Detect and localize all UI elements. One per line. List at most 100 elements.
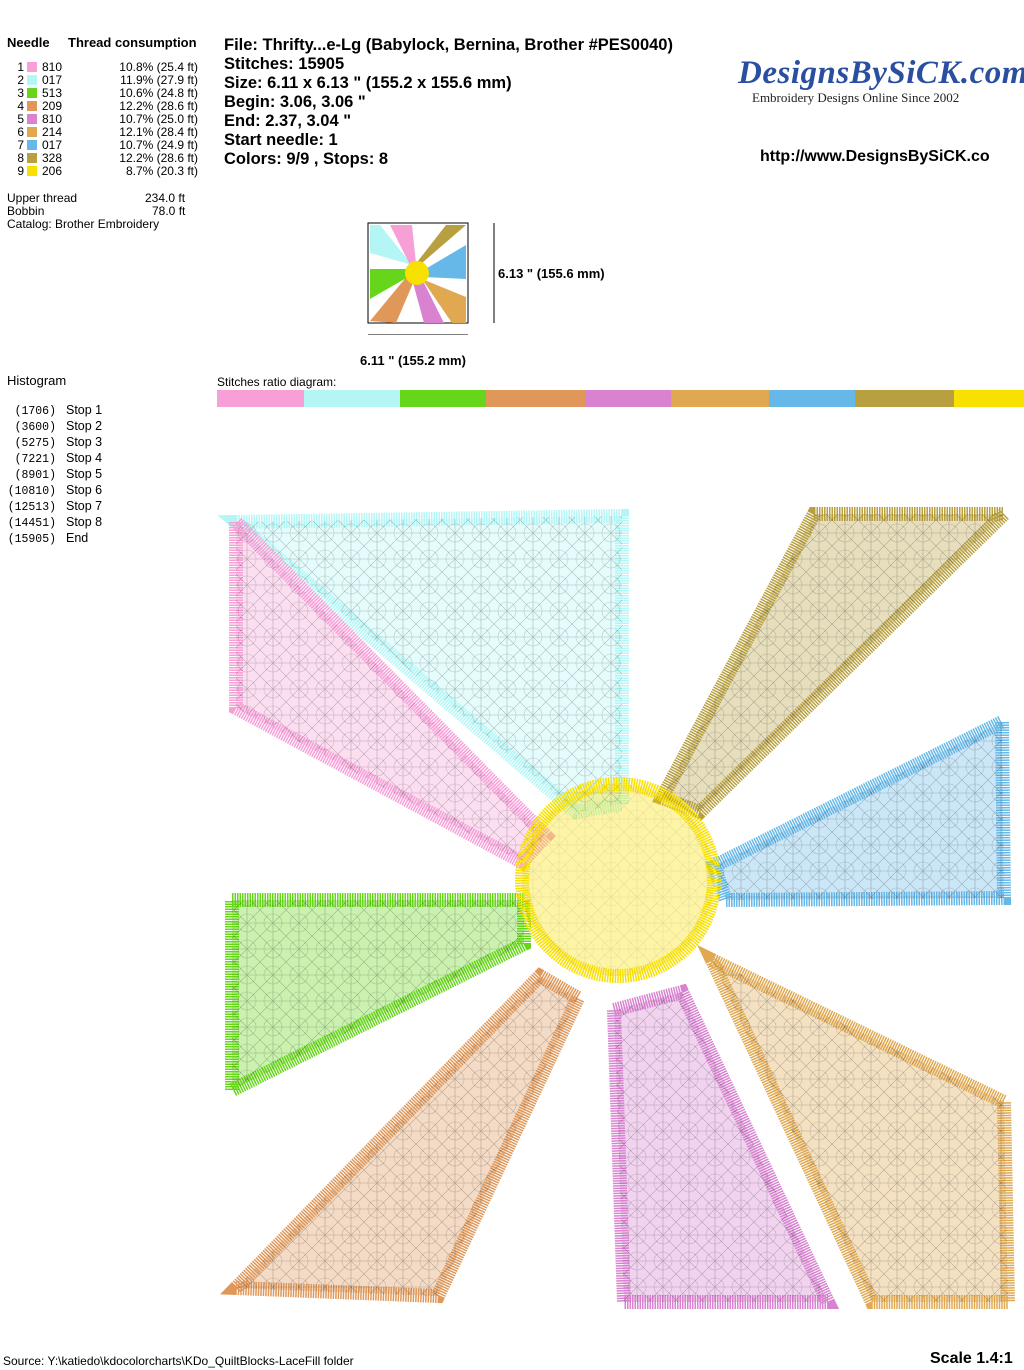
thread-consumption: 12.2% (28.6 ft): [119, 151, 198, 165]
petal-shape: [712, 960, 1008, 1302]
file-name: File: Thrifty...e-Lg (Babylock, Bernina,…: [224, 36, 673, 54]
stop-label: Stop 5: [66, 467, 103, 481]
needle-number: 4: [17, 99, 24, 113]
center-circle: [522, 784, 714, 976]
thread-consumption: 10.7% (25.0 ft): [119, 112, 198, 126]
ratio-segment: [486, 390, 585, 407]
color-swatch: [27, 75, 37, 85]
histogram-row: (5275) Stop 3: [0, 435, 103, 451]
needle-row: 3 513 10.6% (24.8 ft): [0, 87, 210, 100]
stitch-count: (14451): [7, 517, 56, 530]
histogram-row: (7221) Stop 4: [0, 451, 103, 467]
petal-shape: [662, 514, 1004, 812]
design-thumbnail: [367, 222, 495, 335]
design-info: File: Thrifty...e-Lg (Babylock, Bernina,…: [224, 36, 673, 169]
needle-row: 4 209 12.2% (28.6 ft): [0, 100, 210, 113]
stop-label: Stop 4: [66, 451, 103, 465]
histogram-row: (8901) Stop 5: [0, 467, 103, 483]
histogram-list: (1706) Stop 1 (3600) Stop 2 (5275) Stop 3 (722…: [0, 403, 102, 547]
histogram-row: (10810) Stop 6: [0, 483, 102, 499]
ratio-segment: [855, 390, 954, 407]
ratio-segment: [953, 390, 1024, 407]
stitch-count: (12513): [7, 501, 56, 514]
color-swatch: [27, 166, 37, 176]
histogram-row: (3600) Stop 2: [0, 419, 103, 435]
color-swatch: [27, 153, 37, 163]
needle-number: 9: [17, 164, 24, 178]
start-needle: Start needle: 1: [224, 131, 338, 149]
needle-number: 2: [17, 73, 24, 87]
color-swatch: [27, 88, 37, 98]
needle-number: 8: [17, 151, 24, 165]
histogram-row: (1706) Stop 1: [0, 403, 103, 419]
consumption-header: Thread consumption: [68, 35, 197, 50]
petal-shape: [236, 516, 622, 812]
stop-label: Stop 3: [66, 435, 103, 449]
needle-row: 9 206 8.7% (20.3 ft): [0, 165, 210, 178]
needle-row: 2 017 11.9% (27.9 ft): [0, 74, 210, 87]
color-swatch: [27, 101, 37, 111]
petal-shape: [232, 900, 524, 1090]
color-swatch: [27, 140, 37, 150]
needle-header: Needle: [7, 35, 50, 50]
upper-thread-label: Upper thread: [7, 191, 78, 205]
ratio-segment: [304, 390, 401, 407]
histogram-row: (14451) Stop 8: [0, 515, 102, 531]
ratio-segment: [670, 390, 769, 407]
website-url[interactable]: http://www.DesignsBySiCK.co: [760, 148, 990, 165]
needle-row: 6 214 12.1% (28.4 ft): [0, 126, 210, 139]
stitch-count: (1706): [14, 405, 56, 418]
petal-shape: [614, 992, 828, 1302]
thread-consumption: 10.6% (24.8 ft): [119, 86, 198, 100]
ratio-title: Stitches ratio diagram:: [217, 375, 337, 389]
height-label: 6.13 " (155.6 mm): [498, 266, 605, 281]
stitch-count: (8901): [14, 469, 56, 482]
thread-consumption: 11.9% (27.9 ft): [120, 73, 198, 87]
thread-consumption: 12.2% (28.6 ft): [119, 99, 198, 113]
histogram-row: (12513) Stop 7: [0, 499, 102, 515]
stitch-count: (5275): [14, 437, 56, 450]
histogram-row: (15905) End: [0, 531, 102, 547]
end: End: 2.37, 3.04 ": [224, 112, 352, 130]
width-label: 6.11 " (155.2 mm): [360, 353, 466, 368]
bobbin-label: Bobbin: [7, 204, 45, 218]
thread-code: 209: [42, 99, 63, 113]
source-path: Source: Y:\katiedo\kdocolorcharts\KDo_Qu…: [3, 1354, 354, 1368]
thread-code: 017: [42, 138, 63, 152]
needle-row: 7 017 10.7% (24.9 ft): [0, 139, 210, 152]
upper-thread-value: 234.0 ft: [145, 191, 186, 205]
thread-consumption: 12.1% (28.4 ft): [119, 125, 198, 139]
needle-row: 5 810 10.7% (25.0 ft): [0, 113, 210, 126]
ratio-segment: [217, 390, 305, 407]
logo-tagline: Embroidery Designs Online Since 2002: [752, 90, 960, 105]
needle-number: 5: [17, 112, 24, 126]
needle-row: 8 328 12.2% (28.6 ft): [0, 152, 210, 165]
stitch-count: Stitches: 15905: [224, 55, 345, 73]
stop-label: End: [66, 531, 89, 545]
stitch-count: (7221): [14, 453, 56, 466]
bobbin-value: 78.0 ft: [152, 204, 186, 218]
stop-label: Stop 2: [66, 419, 103, 433]
thread-consumption: 8.7% (20.3 ft): [125, 164, 198, 178]
stop-label: Stop 8: [66, 515, 103, 529]
thread-code: 513: [42, 86, 63, 100]
histogram-title: Histogram: [7, 373, 67, 388]
thread-code: 214: [42, 125, 63, 139]
thread-code: 810: [42, 60, 63, 74]
color-swatch: [27, 127, 37, 137]
petal-shape: [714, 722, 1004, 900]
stitch-ratio-bar: [217, 390, 1024, 407]
ratio-segment: [584, 390, 671, 407]
needle-number: 6: [17, 125, 24, 139]
logo: DesignsBySiCK.com: [738, 55, 1024, 91]
stitch-count: (3600): [14, 421, 56, 434]
needle-number: 1: [17, 60, 24, 74]
petal-shape: [236, 522, 546, 862]
size: Size: 6.11 x 6.13 " (155.2 x 155.6 mm): [224, 74, 512, 92]
thread-code: 328: [42, 151, 63, 165]
stitch-count: (15905): [7, 533, 56, 546]
needle-row: 1 810 10.8% (25.4 ft): [0, 61, 210, 74]
stop-label: Stop 7: [66, 499, 103, 513]
stitch-count: (10810): [7, 485, 56, 498]
